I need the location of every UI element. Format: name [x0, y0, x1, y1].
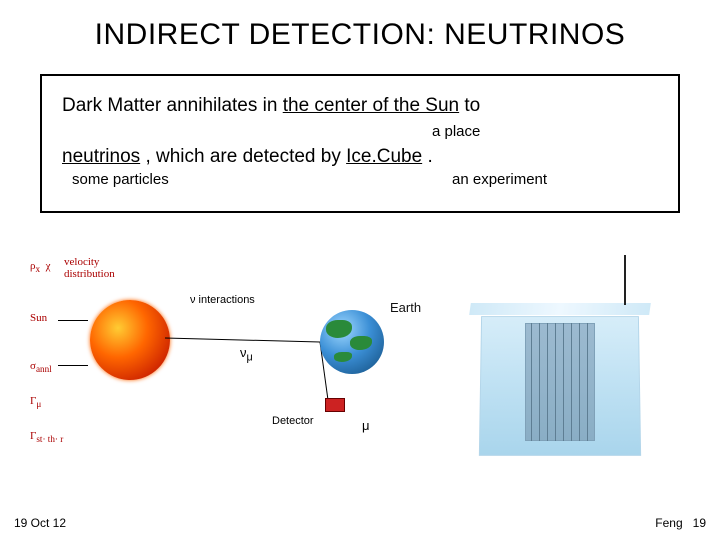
blank-experiment: Ice.Cube: [346, 143, 422, 172]
blank-particles: neutrinos: [62, 143, 140, 172]
eiffel-tower-icon: [620, 255, 630, 315]
label-nu-interactions: ν interactions: [190, 294, 255, 306]
line-2: [58, 365, 88, 366]
caption-some-particles: some particles: [72, 171, 169, 188]
sentence-line-2: neutrinos , which are detected by Ice.Cu…: [62, 143, 658, 172]
sun-icon: [90, 300, 170, 380]
label-nu-mu: νμ: [240, 345, 253, 364]
caption-an-experiment: an experiment: [452, 171, 547, 188]
label-gamma-str: Γst· th· r: [30, 430, 63, 444]
footer-date: 19 Oct 12: [14, 516, 66, 530]
footer-right: Feng 19: [655, 516, 706, 530]
label-gamma-mu: Γμ: [30, 395, 41, 409]
line-1: [58, 320, 88, 321]
text-pre1: Dark Matter annihilates in: [62, 95, 283, 116]
icecube-graphic: [470, 245, 650, 465]
slide-title: INDIRECT DETECTION: NEUTRINOS: [30, 18, 690, 52]
text-post2: .: [422, 146, 433, 167]
page-number: 19: [693, 516, 706, 530]
blank-place: the center of the Sun: [283, 92, 459, 121]
caption-row-2: some particles an experiment: [62, 171, 658, 191]
text-post1: to: [459, 95, 480, 116]
label-mu: μ: [362, 418, 370, 433]
footer-author: Feng: [655, 516, 682, 530]
sentence-line-1: Dark Matter annihilates in the center of…: [62, 92, 658, 121]
ice-strings: [525, 323, 595, 441]
label-earth: Earth: [390, 300, 421, 315]
diagram-area: ρx χ velocity distribution Sun σannl Γμ …: [30, 250, 690, 480]
detector-icon: [325, 398, 345, 412]
slide: INDIRECT DETECTION: NEUTRINOS Dark Matte…: [0, 0, 720, 540]
label-rho-chi: ρx χ: [30, 260, 50, 274]
caption-row-1: a place: [62, 123, 658, 143]
label-detector: Detector: [272, 415, 314, 427]
fill-blank-box: Dark Matter annihilates in the center of…: [40, 74, 680, 213]
label-velocity-distribution: velocity distribution: [64, 256, 115, 280]
label-sun: Sun: [30, 312, 47, 324]
trajectory-lines: [160, 320, 330, 420]
caption-a-place: a place: [432, 123, 480, 140]
earth-icon: [320, 310, 384, 374]
label-sigma-ann: σannl: [30, 360, 52, 374]
text-mid2: , which are detected by: [140, 146, 346, 167]
